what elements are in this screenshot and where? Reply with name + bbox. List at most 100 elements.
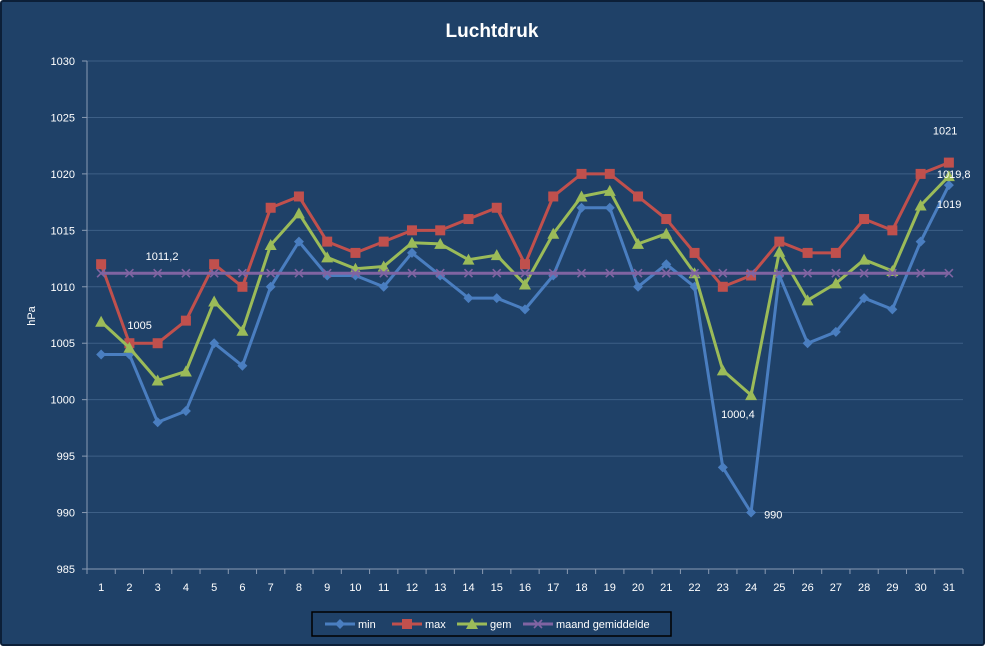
data-point [293,191,304,202]
data-point [123,341,136,353]
data-point [378,281,389,292]
marker-stroke [463,268,474,278]
x-tick-label: 16 [519,582,531,594]
data-point [491,202,502,213]
data-point [689,268,700,278]
x-tick-label: 30 [914,582,926,594]
data-point [463,268,474,278]
data-point [746,507,757,518]
data-point [209,338,220,349]
data-point [294,268,304,278]
data-point [377,260,390,272]
data-point [915,236,926,247]
legend-label: max [425,619,446,631]
data-point [181,268,191,278]
legend-swatch-marker [533,619,543,629]
data-point [604,168,615,179]
marker-stroke [350,268,361,278]
y-tick-label: 1000 [51,395,75,407]
data-point [236,324,249,336]
data-point [914,199,927,211]
data-point [745,389,758,401]
data-point [519,278,531,290]
y-tick-label: 1015 [51,225,75,237]
data-point [943,180,954,191]
x-tick-label: 10 [349,582,361,594]
marker-stroke [533,619,543,629]
marker-stroke [746,268,756,278]
x-tick-label: 1 [98,582,104,594]
data-labels: 1011,2 1005 1000,4 990 1021 1019,8 1019 [127,126,970,522]
data-point [802,247,813,258]
data-point [264,239,277,251]
data-point [774,268,784,278]
marker-stroke [435,268,445,278]
x-tick-label: 7 [268,582,274,594]
data-point [802,338,813,349]
data-point [858,253,871,265]
data-point [96,259,107,270]
data-point [266,268,276,278]
y-tick-label: 990 [57,508,75,520]
data-point [603,184,616,196]
data-point [916,268,926,278]
legend: min max gem maand gemiddelde [311,611,672,637]
marker-stroke [548,268,558,278]
x-tick-label: 6 [239,582,245,594]
x-tick-label: 24 [745,582,757,594]
data-point [293,236,304,247]
data-point [661,259,672,270]
data-point [209,259,220,270]
data-point [944,268,954,278]
marker-stroke [294,268,304,278]
data-point [829,277,842,289]
data-point [520,304,530,315]
marker-stroke [831,268,841,278]
marker-stroke [576,268,587,278]
data-point [575,190,588,202]
data-point [463,293,474,304]
data-point [831,268,841,278]
x-tick-label: 25 [773,582,785,594]
data-point [321,251,334,263]
legend-swatch-marker [335,619,345,629]
marker-stroke [887,268,897,278]
marker-stroke [803,268,813,278]
data-point [152,417,163,428]
data-point [95,315,108,327]
marker-stroke [633,268,643,278]
data-point [435,268,445,278]
data-point [547,227,560,239]
data-point [661,214,672,225]
x-tick-label: 17 [547,582,559,594]
data-label: 1011,2 [146,251,179,263]
data-point [379,268,389,278]
data-point [237,268,247,278]
data-point [151,374,164,386]
data-point [803,268,813,278]
marker-stroke [237,268,247,278]
x-tick-label: 31 [943,582,955,594]
data-point [605,268,615,278]
data-point [633,268,643,278]
marker-stroke [379,268,389,278]
x-tick-label: 28 [858,582,870,594]
marker-stroke [492,268,502,278]
data-point [463,214,474,225]
data-point [887,268,897,278]
x-tick-label: 9 [324,582,330,594]
marker-stroke [689,268,700,278]
legend-label: min [358,619,376,631]
data-point [407,268,417,278]
legend-label: gem [490,619,511,631]
y-tick-label: 995 [57,451,75,463]
data-point [208,295,221,307]
marker-stroke [209,268,219,278]
data-point [548,191,559,202]
data-point [633,191,644,202]
data-point [462,253,475,265]
data-point [830,326,841,337]
data-point [632,237,645,249]
